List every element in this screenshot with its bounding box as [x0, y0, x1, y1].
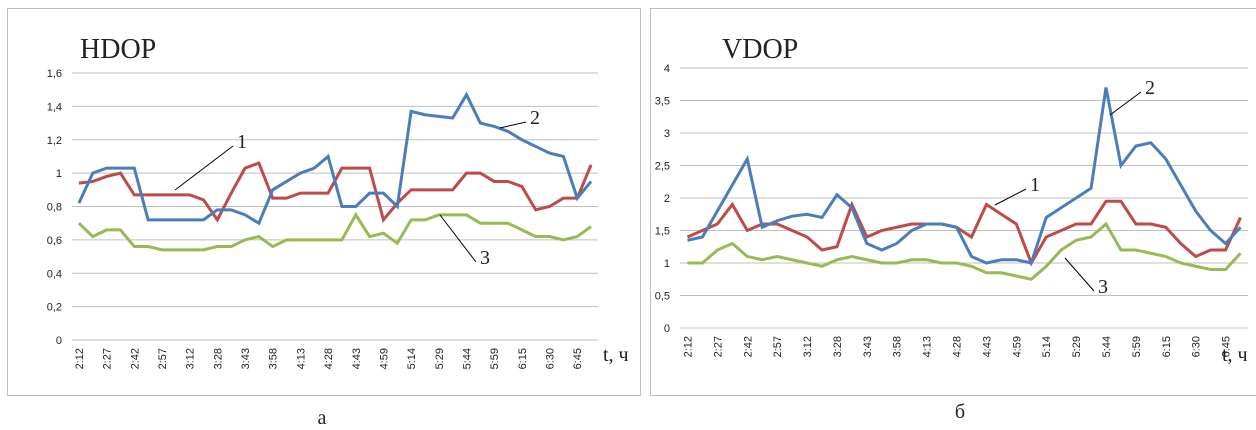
- x-tick-label: 2:42: [129, 348, 141, 369]
- x-tick-label: 5:59: [489, 348, 501, 369]
- annotation-leader: [1109, 91, 1142, 116]
- x-tick-label: 3:12: [802, 336, 814, 357]
- y-tick-label: 0,8: [47, 202, 62, 214]
- x-tick-label: 6:30: [1191, 336, 1203, 357]
- x-axis-label: t, ч: [603, 344, 629, 366]
- series-label: 3: [1098, 276, 1108, 298]
- y-tick-label: 1,2: [47, 135, 62, 147]
- x-tick-label: 4:28: [323, 348, 335, 369]
- y-tick-label: 0,4: [47, 268, 62, 280]
- x-tick-label: 3:28: [832, 336, 844, 357]
- x-tick-label: 6:45: [572, 348, 584, 369]
- x-tick-label: 5:29: [434, 348, 446, 369]
- series-label: 1: [1030, 174, 1040, 196]
- x-tick-label: 3:58: [892, 336, 904, 357]
- x-tick-label: 4:59: [378, 348, 390, 369]
- y-tick-label: 0,6: [47, 235, 62, 247]
- x-tick-label: 5:29: [1071, 336, 1083, 357]
- y-tick-label: 0,2: [47, 302, 62, 314]
- x-tick-label: 3:28: [212, 348, 224, 369]
- x-tick-label: 2:12: [74, 348, 86, 369]
- x-tick-label: 2:42: [742, 336, 754, 357]
- y-tick-label: 4: [664, 63, 670, 75]
- x-tick-label: 4:43: [351, 348, 363, 369]
- annotation-leader: [499, 121, 527, 129]
- x-tick-label: 3:58: [268, 348, 280, 369]
- x-tick-label: 5:59: [1131, 336, 1143, 357]
- y-tick-label: 2,5: [655, 161, 670, 173]
- x-tick-label: 5:44: [462, 348, 474, 369]
- x-axis-label: t, ч: [1222, 344, 1248, 366]
- annotation-leader: [994, 188, 1027, 206]
- annotation-leader: [174, 145, 234, 191]
- series-label: 3: [480, 247, 490, 269]
- x-tick-label: 6:45: [1221, 336, 1233, 357]
- x-tick-label: 2:57: [157, 348, 169, 369]
- x-tick-label: 5:14: [1041, 336, 1053, 357]
- chart-title: HDOP: [80, 34, 156, 65]
- x-tick-label: 2:57: [772, 336, 784, 357]
- x-tick-label: 4:43: [981, 336, 993, 357]
- x-tick-label: 6:30: [545, 348, 557, 369]
- x-tick-label: 2:27: [102, 348, 114, 369]
- y-tick-label: 1: [664, 258, 670, 270]
- y-tick-label: 1,4: [47, 101, 62, 113]
- y-tick-label: 1,5: [655, 226, 670, 238]
- series-label: 2: [1145, 77, 1155, 99]
- caption: а: [318, 407, 327, 429]
- annotation-leader: [439, 214, 477, 263]
- chart-frame: [650, 8, 1256, 396]
- x-tick-label: 4:28: [952, 336, 964, 357]
- chart-title: VDOP: [722, 34, 798, 65]
- y-tick-label: 0: [56, 335, 62, 347]
- caption: б: [955, 401, 965, 423]
- x-tick-label: 3:43: [240, 348, 252, 369]
- data-line: [77, 211, 592, 252]
- x-tick-label: 5:14: [406, 348, 418, 369]
- data-line: [687, 87, 1242, 265]
- y-tick-label: 1,6: [47, 68, 62, 80]
- y-tick-label: 3: [664, 128, 670, 140]
- x-tick-label: 2:12: [682, 336, 694, 357]
- y-tick-label: 0: [664, 323, 670, 335]
- x-tick-label: 6:15: [1161, 336, 1173, 357]
- chart-frame: [7, 8, 641, 396]
- data-line: [686, 199, 1242, 267]
- y-tick-label: 3,5: [655, 96, 670, 108]
- x-tick-label: 2:27: [712, 336, 724, 357]
- x-tick-label: 6:15: [517, 348, 529, 369]
- x-tick-label: 5:44: [1101, 336, 1113, 357]
- series-label: 1: [237, 131, 247, 153]
- data-line: [687, 221, 1242, 281]
- series-label: 2: [530, 107, 540, 129]
- data-line: [77, 91, 593, 226]
- x-tick-label: 4:59: [1011, 336, 1023, 357]
- y-tick-label: 0,5: [655, 291, 670, 303]
- x-tick-label: 3:12: [185, 348, 197, 369]
- x-tick-label: 4:13: [295, 348, 307, 369]
- x-tick-label: 4:13: [922, 336, 934, 357]
- x-tick-label: 3:43: [862, 336, 874, 357]
- y-tick-label: 1: [56, 168, 62, 180]
- y-tick-label: 2: [664, 193, 670, 205]
- annotation-leader: [1064, 257, 1095, 292]
